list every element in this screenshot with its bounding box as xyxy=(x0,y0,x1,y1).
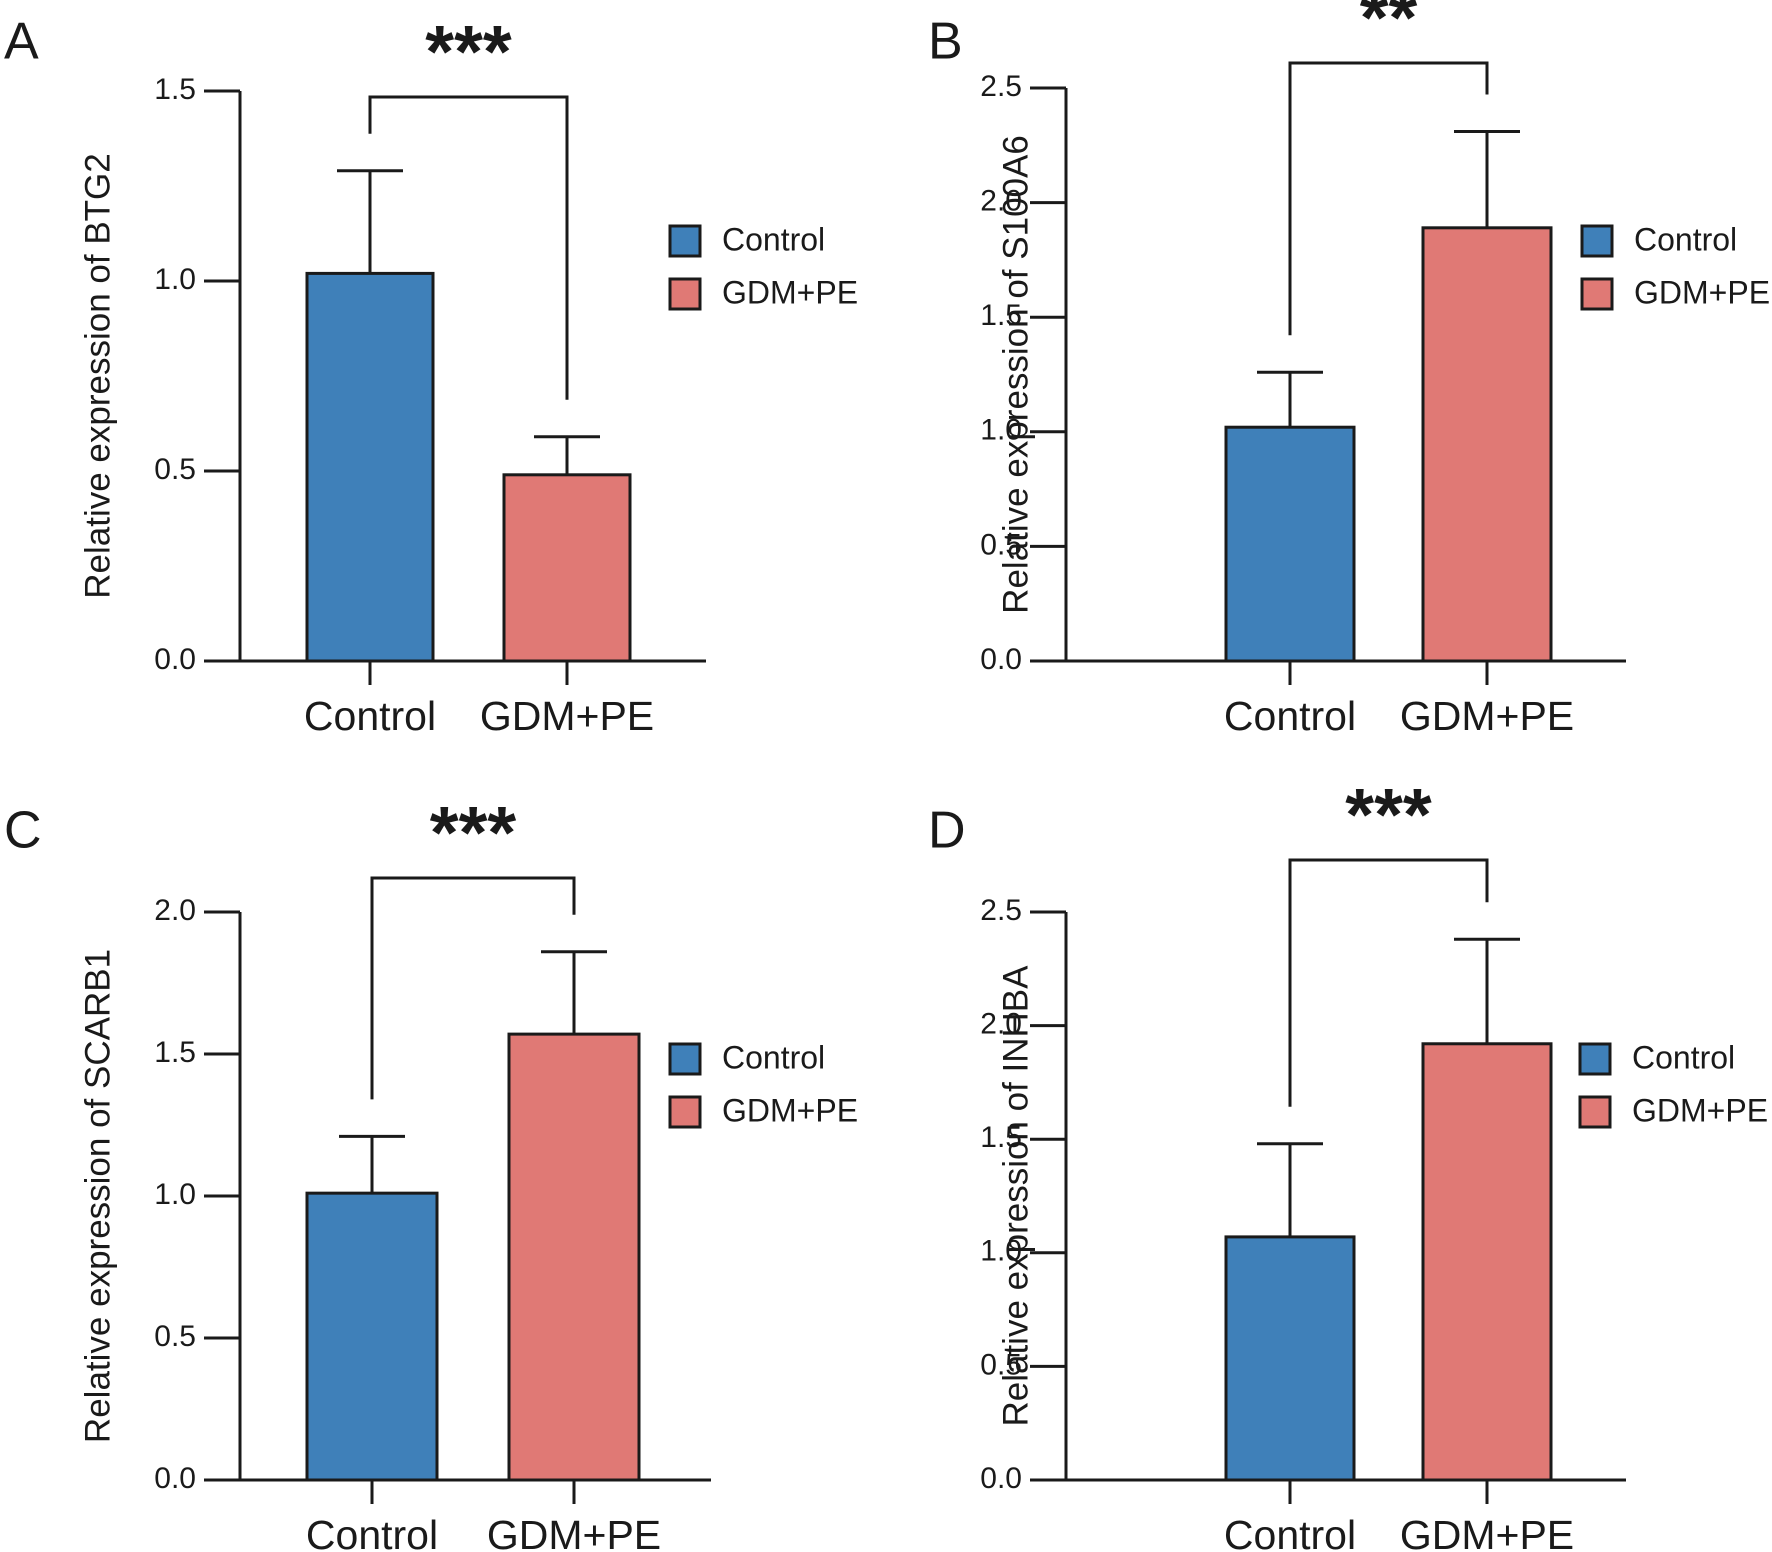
bar-gdm-pe xyxy=(502,473,632,663)
x-category-label: Control xyxy=(306,1512,438,1552)
x-category-label: GDM+PE xyxy=(480,693,654,739)
y-tick-label: 1.0 xyxy=(154,1178,196,1211)
significance-stars: ** xyxy=(1360,0,1418,59)
chart-panel-a: A 0.0 0.5 1.0 1.5 Relative expression of BTG2… xyxy=(4,10,858,739)
legend-label: GDM+PE xyxy=(722,274,858,310)
y-tick-label: 2.5 xyxy=(980,894,1022,927)
y-tick-label: 0.5 xyxy=(980,1348,1022,1381)
legend-label: Control xyxy=(1632,1039,1735,1075)
y-tick-label: 1.0 xyxy=(980,414,1022,447)
bar-control xyxy=(1224,1235,1356,1482)
legend-swatch-gdm-pe xyxy=(668,1095,702,1129)
significance-stars: *** xyxy=(430,791,517,874)
panel-letter: D xyxy=(928,802,966,860)
y-tick-label: 1.5 xyxy=(980,1121,1022,1154)
y-tick-label: 0.0 xyxy=(980,643,1022,676)
legend-label: GDM+PE xyxy=(722,1092,858,1128)
y-tick-label: 0.0 xyxy=(154,1462,196,1495)
x-category-label: GDM+PE xyxy=(487,1512,661,1552)
bar-gdm-pe xyxy=(1421,226,1553,663)
panel-letter: B xyxy=(928,13,963,71)
y-tick-label: 1.0 xyxy=(980,1235,1022,1268)
significance-bracket xyxy=(370,876,576,1100)
bar-gdm-pe xyxy=(1421,1042,1553,1482)
y-tick-label: 2.0 xyxy=(980,1008,1022,1041)
y-tick-label: 0.5 xyxy=(980,528,1022,561)
legend-label: GDM+PE xyxy=(1634,274,1770,310)
legend-swatch-control xyxy=(668,224,702,258)
significance-stars: *** xyxy=(425,10,512,93)
x-category-label: Control xyxy=(1224,693,1356,739)
x-category-label: Control xyxy=(304,693,436,739)
significance-bracket xyxy=(1288,858,1489,1107)
y-tick-label: 1.5 xyxy=(154,73,196,106)
legend-swatch-gdm-pe xyxy=(668,277,702,311)
chart-panel-d: D 0.0 0.5 1.0 1.5 2.0 2.5 Relative expression o… xyxy=(928,773,1768,1552)
y-tick-label: 0.0 xyxy=(154,643,196,676)
x-category-label: Control xyxy=(1224,1512,1356,1552)
legend-label: Control xyxy=(722,1039,825,1075)
chart-panel-c: C 0.0 0.5 1.0 1.5 2.0 Relative expression of S… xyxy=(4,791,858,1552)
significance-stars: *** xyxy=(1345,773,1432,856)
x-category-label: GDM+PE xyxy=(1400,693,1574,739)
significance-bracket xyxy=(1288,61,1489,336)
significance-bracket xyxy=(368,95,569,400)
legend-swatch-gdm-pe xyxy=(1578,1095,1612,1129)
legend-swatch-control xyxy=(1580,224,1614,258)
panel-letter: A xyxy=(4,13,39,71)
y-tick-label: 2.5 xyxy=(980,70,1022,103)
legend-swatch-control xyxy=(1578,1042,1612,1076)
y-tick-label: 1.0 xyxy=(154,263,196,296)
bar-control xyxy=(305,1191,439,1482)
y-axis-label: Relative expression of INHBA xyxy=(996,965,1035,1427)
y-tick-label: 0.5 xyxy=(154,1320,196,1353)
y-axis-label: Relative expression of S100A6 xyxy=(996,135,1035,614)
panel-letter: C xyxy=(4,802,42,860)
y-tick-label: 2.0 xyxy=(154,894,196,927)
chart-panel-b: B 0.0 0.5 1.0 1.5 2.0 2.5 Relative expression o… xyxy=(928,0,1770,739)
y-axis-label: Relative expression of SCARB1 xyxy=(78,949,117,1443)
legend-swatch-gdm-pe xyxy=(1580,277,1614,311)
legend-swatch-control xyxy=(668,1042,702,1076)
legend-label: Control xyxy=(722,221,825,257)
y-tick-label: 2.0 xyxy=(980,185,1022,218)
y-tick-label: 1.5 xyxy=(154,1036,196,1069)
bar-gdm-pe xyxy=(507,1032,641,1482)
bar-control xyxy=(1224,425,1356,663)
bar-control xyxy=(305,271,435,663)
x-category-label: GDM+PE xyxy=(1400,1512,1574,1552)
y-tick-label: 0.0 xyxy=(980,1462,1022,1495)
y-tick-label: 1.5 xyxy=(980,299,1022,332)
legend-label: GDM+PE xyxy=(1632,1092,1768,1128)
y-axis-label: Relative expression of BTG2 xyxy=(78,153,117,598)
y-tick-label: 0.5 xyxy=(154,453,196,486)
legend-label: Control xyxy=(1634,221,1737,257)
